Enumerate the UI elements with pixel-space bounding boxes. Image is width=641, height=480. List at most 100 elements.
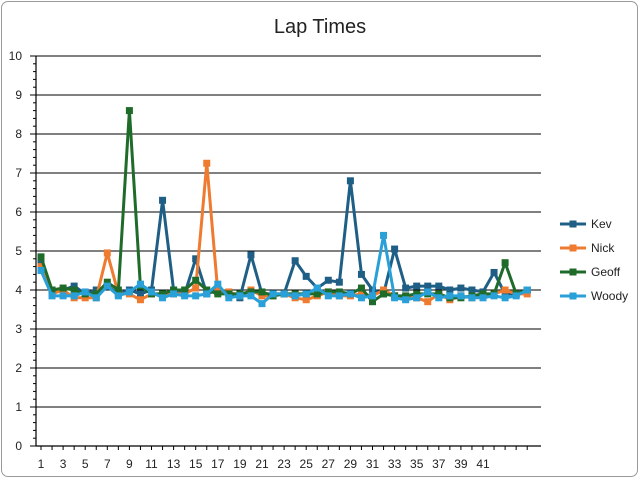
y-tick-label: 3: [15, 322, 22, 336]
x-tick-label: 35: [410, 457, 424, 471]
data-point-woody: [335, 292, 343, 300]
data-point-kev: [159, 196, 167, 204]
data-point-woody: [413, 294, 421, 302]
y-tick-label: 7: [15, 166, 22, 180]
y-tick-labels: 0 1 2 3 4 5 6 7 8 9 10: [9, 49, 23, 453]
data-point-woody: [479, 294, 487, 302]
data-point-nick: [380, 286, 388, 294]
data-point-nick: [501, 286, 509, 294]
legend: Kev Nick Geoff Woody: [560, 217, 628, 303]
data-point-woody: [346, 290, 354, 298]
data-point-geoff: [103, 278, 111, 286]
data-point-geoff: [37, 253, 45, 261]
legend-label-nick: Nick: [591, 241, 615, 255]
data-point-woody: [170, 290, 178, 298]
legend-label-kev: Kev: [591, 217, 612, 231]
data-point-woody: [103, 282, 111, 290]
x-tick-label: 37: [432, 457, 446, 471]
x-tick-label: 5: [82, 457, 89, 471]
data-point-woody: [59, 292, 67, 300]
legend-label-woody: Woody: [591, 289, 628, 303]
data-point-geoff: [380, 290, 388, 298]
data-point-geoff: [92, 290, 100, 298]
data-point-kev: [291, 257, 299, 265]
data-point-woody: [302, 290, 310, 298]
x-tick-label: 9: [126, 457, 133, 471]
data-point-geoff: [402, 292, 410, 300]
data-point-woody: [81, 288, 89, 296]
data-point-woody: [37, 267, 45, 274]
data-point-kev: [413, 282, 421, 290]
data-point-nick: [103, 249, 111, 257]
data-point-woody: [92, 294, 100, 302]
data-point-kev: [324, 276, 332, 284]
data-point-geoff: [324, 288, 332, 296]
legend-marker-woody: [569, 292, 577, 300]
data-point-woody: [214, 280, 222, 288]
data-point-woody: [523, 286, 531, 294]
legend-marker-nick: [569, 244, 577, 252]
data-point-kev: [346, 177, 354, 185]
data-point-kev: [37, 259, 45, 267]
data-point-woody: [357, 294, 365, 302]
x-tick-label: 25: [300, 457, 314, 471]
x-tick-label: 13: [167, 457, 181, 471]
x-tick-label: 21: [255, 457, 269, 471]
data-point-geoff: [258, 288, 266, 296]
data-point-kev: [391, 245, 399, 253]
y-tick-label: 8: [15, 127, 22, 141]
data-point-woody: [280, 290, 288, 298]
data-point-geoff: [435, 290, 443, 298]
data-point-woody: [247, 292, 255, 300]
data-point-nick: [136, 296, 144, 304]
y-tick-label: 6: [15, 205, 22, 219]
legend-marker-kev: [569, 220, 577, 228]
data-point-kev: [435, 282, 443, 290]
data-point-woody: [435, 294, 443, 302]
data-point-woody: [225, 294, 233, 302]
data-point-geoff: [159, 290, 167, 298]
data-point-nick: [523, 290, 531, 298]
data-point-nick: [37, 263, 45, 271]
data-point-kev: [136, 290, 144, 298]
data-point-woody: [391, 294, 399, 302]
data-point-geoff: [247, 288, 255, 296]
data-point-woody: [324, 292, 332, 300]
y-tick-label: 10: [9, 49, 23, 63]
data-point-kev: [501, 290, 509, 298]
data-point-woody: [313, 284, 321, 292]
x-tick-label: 23: [277, 457, 291, 471]
legend-marker-geoff: [569, 268, 577, 276]
legend-label-geoff: Geoff: [591, 265, 621, 279]
x-tick-label: 3: [60, 457, 67, 471]
data-point-woody: [136, 280, 144, 288]
data-point-geoff: [214, 290, 222, 298]
data-point-woody: [424, 288, 432, 296]
y-tick-label: 9: [15, 88, 22, 102]
grid-lines: [36, 55, 541, 408]
data-point-kev: [424, 282, 432, 290]
data-point-kev: [457, 284, 465, 292]
x-tick-label: 15: [189, 457, 203, 471]
data-point-kev: [357, 270, 365, 278]
y-tick-label: 1: [15, 400, 22, 414]
data-point-kev: [192, 255, 200, 263]
data-point-geoff: [59, 284, 67, 292]
data-point-woody: [159, 294, 167, 302]
data-point-nick: [203, 159, 211, 167]
data-point-woody: [70, 292, 78, 300]
data-point-woody: [468, 294, 476, 302]
data-point-woody: [48, 292, 56, 300]
series-line-nick: [39, 161, 528, 304]
data-point-kev: [468, 286, 476, 294]
data-point-nick: [302, 296, 310, 304]
data-point-kev: [70, 282, 78, 290]
data-point-woody: [192, 292, 200, 300]
x-tick-labels: 1 3 5 7 9 11 13 15 17 19 21 23 25 27 29 31 33 35 37 39 41: [38, 457, 490, 471]
data-point-nick: [81, 294, 89, 302]
data-point-geoff: [70, 286, 78, 294]
data-point-woody: [148, 288, 155, 296]
data-point-kev: [247, 251, 255, 259]
data-point-kev: [446, 286, 454, 294]
